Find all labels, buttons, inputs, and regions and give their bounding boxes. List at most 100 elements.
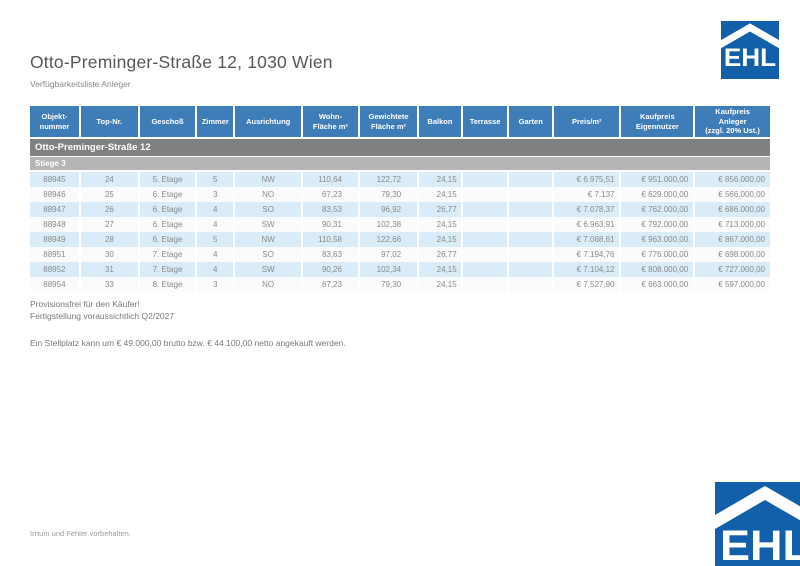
cell-zimmer: 3 bbox=[195, 187, 235, 202]
cell-terrasse bbox=[460, 232, 509, 247]
cell-ausrichtung: NW bbox=[233, 232, 302, 247]
cell-ausrichtung: NO bbox=[233, 277, 302, 292]
cell-ausrichtung: SW bbox=[233, 217, 302, 232]
disclaimer-text: Irrtum und Fehler vorbehalten. bbox=[30, 529, 131, 538]
cell-objektnummer: 88949 bbox=[30, 232, 80, 247]
cell-wohnflaeche: 67,23 bbox=[300, 277, 359, 292]
column-header-preis_m2: Preis/m² bbox=[552, 106, 621, 139]
cell-garten bbox=[507, 202, 554, 217]
column-header-kaufpreis_eigennutzer: Kaufpreis Eigennutzer bbox=[619, 106, 695, 139]
availability-table: Objekt-nummer Top-Nr. Geschoß Zimmer Ausrich… bbox=[30, 106, 770, 292]
cell-objektnummer: 88947 bbox=[30, 202, 80, 217]
column-header-garten: Garten bbox=[507, 106, 554, 139]
cell-terrasse bbox=[460, 202, 509, 217]
page-subtitle: Verfügbarkeitsliste Anleger bbox=[30, 79, 131, 89]
table-row: 88949 28 6. Etage 5 NW 110,58 122,66 24,15 € 7.0… bbox=[30, 232, 770, 247]
subgroup-header: Stiege 3 bbox=[30, 156, 770, 172]
cell-preis_m2: € 7.104,12 bbox=[552, 262, 621, 277]
group-header-row: Otto-Preminger-Straße 12 bbox=[30, 138, 770, 157]
cell-kaufpreis_eigennutzer: € 776.000,00 bbox=[619, 247, 695, 262]
cell-terrasse bbox=[460, 247, 509, 262]
cell-terrasse bbox=[460, 277, 509, 292]
table-header-row: Objekt-nummer Top-Nr. Geschoß Zimmer Ausrich… bbox=[30, 106, 770, 139]
cell-kaufpreis_eigennutzer: € 963.000,00 bbox=[619, 232, 695, 247]
cell-balkon: 24,15 bbox=[417, 217, 462, 232]
cell-garten bbox=[507, 232, 554, 247]
cell-kaufpreis_eigennutzer: € 792.000,00 bbox=[619, 217, 695, 232]
cell-gewichtete_flaeche: 79,30 bbox=[357, 277, 419, 292]
cell-preis_m2: € 7.194,76 bbox=[552, 247, 621, 262]
cell-kaufpreis_eigennutzer: € 663.000,00 bbox=[619, 277, 695, 292]
cell-balkon: 24,15 bbox=[417, 262, 462, 277]
cell-garten bbox=[507, 277, 554, 292]
cell-preis_m2: € 6.975,51 bbox=[552, 171, 621, 187]
cell-wohnflaeche: 110,58 bbox=[300, 232, 359, 247]
column-header-balkon: Balkon bbox=[417, 106, 462, 139]
cell-top_nr: 26 bbox=[78, 202, 139, 217]
cell-objektnummer: 88954 bbox=[30, 277, 80, 292]
ehl-logo: EHL bbox=[721, 20, 779, 80]
cell-garten bbox=[507, 247, 554, 262]
cell-ausrichtung: SO bbox=[233, 247, 302, 262]
cell-ausrichtung: NW bbox=[233, 171, 302, 187]
cell-wohnflaeche: 67,23 bbox=[300, 187, 359, 202]
column-header-zimmer: Zimmer bbox=[195, 106, 235, 139]
cell-kaufpreis_eigennutzer: € 762.000,00 bbox=[619, 202, 695, 217]
cell-geschoss: 5. Etage bbox=[137, 171, 197, 187]
table-row: 88954 33 8. Etage 3 NO 67,23 79,30 24,15 € 7.527… bbox=[30, 277, 770, 292]
note-completion: Fertigstellung voraussichtlich Q2/2027 bbox=[30, 311, 175, 321]
cell-gewichtete_flaeche: 96,92 bbox=[357, 202, 419, 217]
note-provision: Provisionsfrei für den Käufer! bbox=[30, 299, 140, 309]
roof-icon bbox=[721, 23, 779, 49]
cell-kaufpreis_eigennutzer: € 808.000,00 bbox=[619, 262, 695, 277]
cell-ausrichtung: SO bbox=[233, 202, 302, 217]
cell-gewichtete_flaeche: 79,30 bbox=[357, 187, 419, 202]
cell-gewichtete_flaeche: 122,72 bbox=[357, 171, 419, 187]
group-header: Otto-Preminger-Straße 12 bbox=[30, 138, 770, 157]
table-row: 88948 27 6. Etage 4 SW 90,31 102,38 24,15 € 6.96… bbox=[30, 217, 770, 232]
cell-kaufpreis_eigennutzer: € 629.000,00 bbox=[619, 187, 695, 202]
cell-preis_m2: € 7.068,61 bbox=[552, 232, 621, 247]
cell-preis_m2: € 7.527,90 bbox=[552, 277, 621, 292]
roof-icon bbox=[715, 486, 800, 529]
cell-balkon: 24,15 bbox=[417, 171, 462, 187]
cell-preis_m2: € 6.963,91 bbox=[552, 217, 621, 232]
cell-gewichtete_flaeche: 122,66 bbox=[357, 232, 419, 247]
cell-geschoss: 6. Etage bbox=[137, 187, 197, 202]
cell-terrasse bbox=[460, 187, 509, 202]
ehl-house-icon: EHL bbox=[715, 482, 800, 566]
cell-top_nr: 24 bbox=[78, 171, 139, 187]
cell-garten bbox=[507, 262, 554, 277]
cell-top_nr: 30 bbox=[78, 247, 139, 262]
cell-garten bbox=[507, 171, 554, 187]
column-header-terrasse: Terrasse bbox=[460, 106, 509, 139]
cell-balkon: 26,77 bbox=[417, 202, 462, 217]
cell-kaufpreis_anleger: € 597.000,00 bbox=[693, 277, 770, 292]
cell-geschoss: 7. Etage bbox=[137, 247, 197, 262]
cell-zimmer: 5 bbox=[195, 232, 235, 247]
logo-text: EHL bbox=[720, 522, 800, 566]
cell-garten bbox=[507, 217, 554, 232]
cell-zimmer: 5 bbox=[195, 171, 235, 187]
cell-objektnummer: 88951 bbox=[30, 247, 80, 262]
cell-terrasse bbox=[460, 171, 509, 187]
cell-balkon: 26,77 bbox=[417, 247, 462, 262]
subgroup-header-row: Stiege 3 bbox=[30, 156, 770, 172]
cell-top_nr: 28 bbox=[78, 232, 139, 247]
cell-preis_m2: € 7.078,37 bbox=[552, 202, 621, 217]
cell-balkon: 24,15 bbox=[417, 187, 462, 202]
cell-kaufpreis_eigennutzer: € 951.000,00 bbox=[619, 171, 695, 187]
column-header-ausrichtung: Ausrichtung bbox=[233, 106, 302, 139]
cell-wohnflaeche: 90,31 bbox=[300, 217, 359, 232]
cell-objektnummer: 88946 bbox=[30, 187, 80, 202]
cell-zimmer: 3 bbox=[195, 277, 235, 292]
cell-kaufpreis_anleger: € 686.000,00 bbox=[693, 202, 770, 217]
header-row: Objekt-nummer Top-Nr. Geschoß Zimmer Ausrich… bbox=[30, 106, 770, 139]
table-row: 88947 26 6. Etage 4 SO 83,53 96,92 26,77 € 7.078… bbox=[30, 202, 770, 217]
cell-zimmer: 4 bbox=[195, 262, 235, 277]
cell-wohnflaeche: 110,64 bbox=[300, 171, 359, 187]
column-header-objektnummer: Objekt-nummer bbox=[30, 106, 80, 139]
cell-objektnummer: 88952 bbox=[30, 262, 80, 277]
ehl-logo-bottom: EHL bbox=[715, 482, 800, 566]
